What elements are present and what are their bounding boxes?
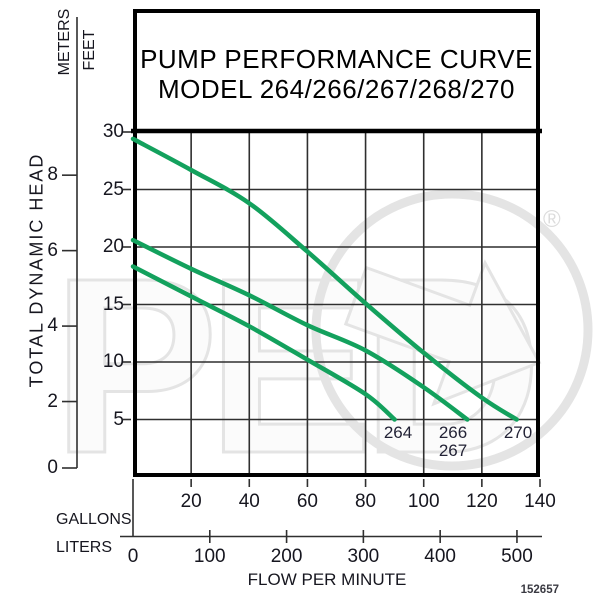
curve-label-line: 266 [438,423,468,442]
liters-tick-label: 100 [193,546,226,567]
feet-tick-label: 15 [102,293,124,315]
feet-tick-label: 30 [102,121,124,142]
meters-tick-label: 6 [47,239,58,261]
feet-tick-label: 20 [102,236,124,257]
liters-tick-label: 200 [270,546,303,567]
curve-label-line: 270 [503,423,533,442]
feet-tick-label: 5 [113,408,124,430]
y-axis-title: TOTAL DYNAMIC HEAD [26,152,47,388]
curve-model-270 [130,136,519,422]
gallons-axis-label: GALLONS [56,511,132,528]
gallons-tick-label: 20 [180,491,202,512]
watermark-arrow-icon [343,259,542,407]
curve-label-266-267: 266 267 [423,424,483,460]
curve-label-270: 270 [488,424,548,442]
liters-tick-label: 500 [501,546,533,567]
gallons-tick-label: 140 [524,491,556,512]
chart-title: PUMP PERFORMANCE CURVE [140,44,533,74]
registered-trademark-icon: ® [543,206,561,233]
liters-tick-label: 400 [424,546,456,567]
liters-tick-label: 300 [347,546,380,567]
chart-subtitle-models: MODEL 264/266/267/268/270 [157,74,515,104]
gallons-tick-label: 100 [407,491,440,512]
curve-label-line: 267 [438,441,468,460]
meters-tick-label: 0 [47,457,58,478]
curve-model-266-267 [130,237,470,422]
curve-model-264 [130,264,397,422]
x-axis-title: FLOW PER MINUTE [247,570,407,589]
feet-tick-label: 25 [102,178,124,200]
meters-tick-label: 4 [47,315,58,337]
feet-axis-label: FEET [81,29,98,71]
gallons-tick-label: 120 [465,491,498,512]
gallons-tick-label: 60 [296,491,318,512]
feet-tick-label: 10 [102,351,124,372]
curve-label-line: 264 [383,423,413,442]
gallons-tick-label: 40 [238,491,260,512]
gallons-tick-label: 80 [354,491,377,512]
meters-tick-label: 2 [47,390,58,412]
meters-axis-label: METERS [56,8,73,76]
curve-label-264: 264 [368,424,428,442]
meters-tick-label: 8 [47,164,58,186]
liters-axis-label: LITERS [56,539,113,556]
part-number: 152657 [520,584,559,596]
liters-tick-label: 0 [127,546,139,567]
